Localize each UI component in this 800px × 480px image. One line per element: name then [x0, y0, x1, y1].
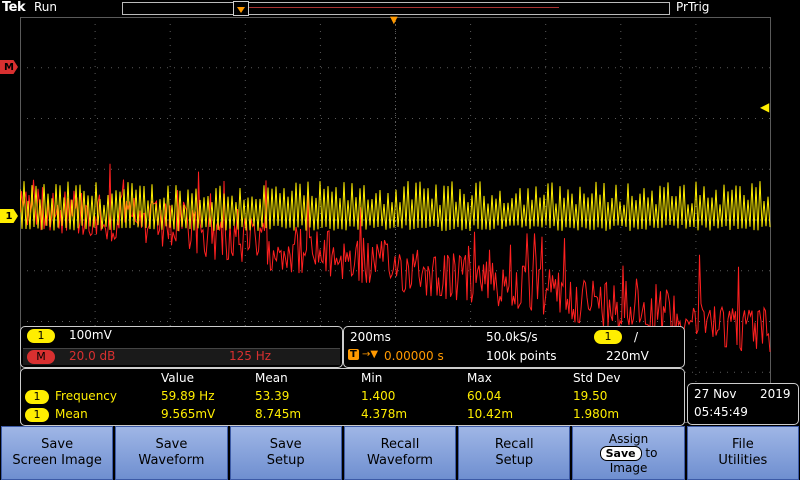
meas-header-mean: Mean: [255, 371, 288, 385]
record-length-bar[interactable]: [122, 1, 670, 16]
trigger-position-icon: [237, 7, 245, 13]
ch1-waveform: [20, 181, 771, 232]
trigger-status: PrTrig: [676, 0, 710, 14]
time: 05:45:49: [694, 405, 748, 419]
math-readout[interactable]: M 20.0 dB 125 Hz: [23, 348, 340, 365]
math-scale: 20.0 dB: [69, 349, 116, 363]
assign-save-button[interactable]: Assign Save to Image: [572, 426, 685, 480]
meas-header-max: Max: [467, 371, 492, 385]
delay-value: 0.00000 s: [384, 349, 444, 363]
ch1-scale: 100mV: [69, 328, 112, 342]
datetime-panel: 27 Nov 2019 05:45:49: [687, 383, 799, 425]
trigger-position-marker[interactable]: ▼: [390, 15, 398, 26]
ch1-badge: 1: [27, 329, 55, 343]
math-frequency: 125 Hz: [229, 349, 272, 363]
meas-value: 9.565mV: [161, 407, 216, 421]
meas-header-value: Value: [161, 371, 194, 385]
recall-setup-button[interactable]: Recall Setup: [458, 426, 571, 480]
meas-max: 10.42m: [467, 407, 514, 421]
math-badge: M: [27, 350, 55, 364]
meas-name: Frequency: [55, 389, 117, 403]
meas-name: Mean: [55, 407, 88, 421]
math-fft-waveform: [20, 163, 771, 352]
meas-header-stddev: Std Dev: [573, 371, 621, 385]
meas-stddev: 1.980m: [573, 407, 620, 421]
meas-max: 60.04: [467, 389, 502, 403]
recall-waveform-button[interactable]: Recall Waveform: [343, 426, 457, 480]
year: 2019: [760, 387, 791, 401]
delay-icon: T: [348, 349, 359, 360]
meas-channel-badge: 1: [25, 390, 49, 404]
meas-min: 1.400: [361, 389, 396, 403]
save-pill: Save: [599, 445, 642, 461]
meas-header-min: Min: [361, 371, 383, 385]
horizontal-readout-panel[interactable]: 200ms 50.0kS/s 1 / T →▼ 0.00000 s 100k p…: [343, 326, 685, 368]
top-status-bar: Tek Run PrTrig: [0, 0, 800, 16]
sample-rate: 50.0kS/s: [486, 330, 538, 344]
view-window-bracket[interactable]: [233, 1, 249, 16]
record-length: 100k points: [486, 349, 557, 363]
save-waveform-button[interactable]: Save Waveform: [115, 426, 228, 480]
meas-min: 4.378m: [361, 407, 408, 421]
trigger-slope-icon: /: [634, 330, 639, 344]
delay-arrow-icon: →▼: [362, 349, 379, 360]
trigger-source-badge: 1: [594, 330, 622, 344]
save-setup-button[interactable]: Save Setup: [229, 426, 342, 480]
meas-mean: 8.745m: [255, 407, 302, 421]
math-ground-marker[interactable]: M: [0, 60, 18, 74]
record-line: [249, 7, 559, 8]
run-state: Run: [34, 0, 58, 14]
meas-mean: 53.39: [255, 389, 290, 403]
save-screen-image-button[interactable]: Save Screen Image: [1, 426, 114, 480]
date: 27 Nov: [694, 387, 737, 401]
ch1-ground-marker[interactable]: 1: [0, 209, 18, 223]
meas-channel-badge: 1: [25, 408, 49, 422]
ch1-readout[interactable]: 1 100mV: [23, 328, 340, 344]
trigger-level-marker[interactable]: ◀: [760, 100, 770, 114]
meas-stddev: 19.50: [573, 389, 608, 403]
brand-logo: Tek: [2, 0, 26, 15]
softkey-bar: Save Screen Image Save Waveform Save Set…: [0, 425, 800, 480]
measurement-panel[interactable]: Value Mean Min Max Std Dev 1 Frequency 5…: [20, 368, 685, 426]
channel-readout-panel[interactable]: 1 100mV M 20.0 dB 125 Hz: [20, 326, 343, 368]
meas-value: 59.89 Hz: [161, 389, 215, 403]
file-utilities-button[interactable]: File Utilities: [686, 426, 799, 480]
time-per-div: 200ms: [350, 330, 391, 344]
trigger-level: 220mV: [606, 349, 649, 363]
